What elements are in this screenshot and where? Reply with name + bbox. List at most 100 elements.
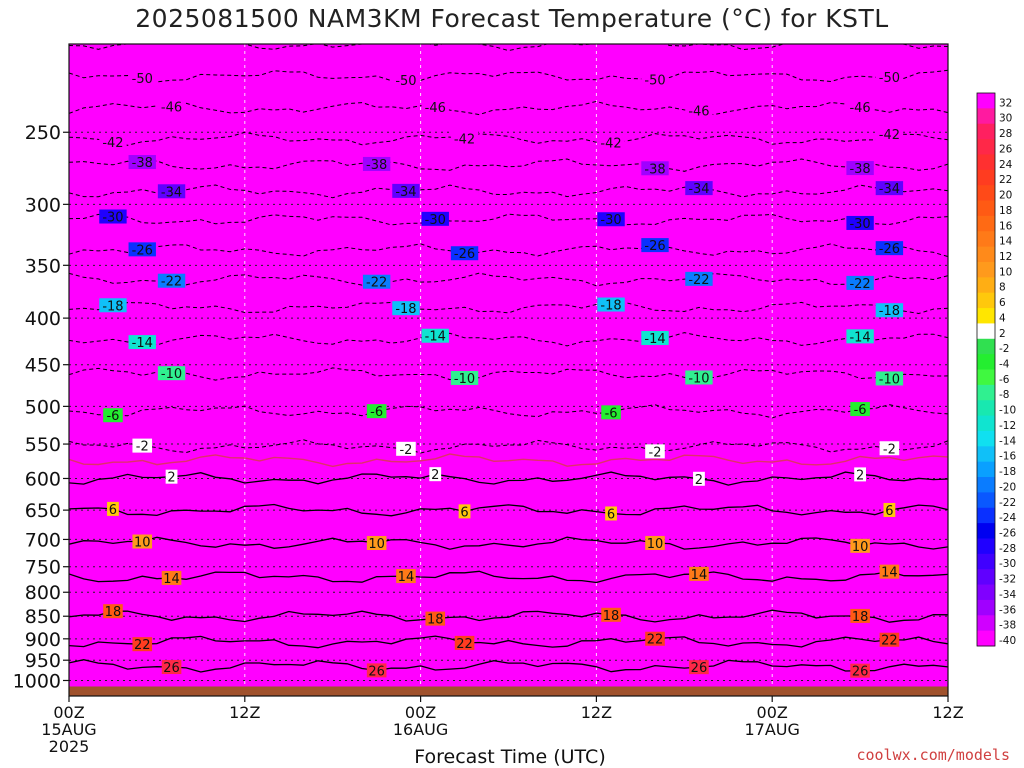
contour-label-bg xyxy=(366,663,387,678)
contour-label-bg xyxy=(362,156,391,171)
colorbar-label: -20 xyxy=(999,481,1016,493)
contour-label: -34 xyxy=(879,182,900,197)
y-tick-label: 900 xyxy=(25,629,61,651)
contour-label-bg xyxy=(161,660,182,675)
y-tick-label: 250 xyxy=(25,122,61,144)
contour-label: -2 xyxy=(399,443,412,458)
contour-2 xyxy=(69,471,948,486)
contour-label-bg xyxy=(128,242,156,257)
contour-label-bg xyxy=(645,535,665,550)
contour-label-bg xyxy=(157,273,186,288)
y-tick-label: 300 xyxy=(25,194,61,216)
colorbar-swatch xyxy=(977,446,995,463)
colorbar-frame xyxy=(976,92,996,647)
colorbar-swatch xyxy=(977,461,995,478)
contour-label: -14 xyxy=(425,330,446,345)
colorbar: 32 30 28 26 24 22 20 18 16 14 12 10 8 6 4 2 -2 -4 -6 -8 -10 -… xyxy=(976,92,1016,647)
colorbar-label: -2 xyxy=(999,343,1009,355)
contour-label-bg xyxy=(689,660,709,675)
contour-label-bg xyxy=(641,238,669,253)
contour-label: -38 xyxy=(644,162,665,177)
contour-label: -46 xyxy=(688,104,709,119)
x-tick-label: 16AUG xyxy=(393,720,448,739)
contour-label-bg xyxy=(850,402,870,417)
colorbar-label: 24 xyxy=(999,159,1013,171)
colorbar-label: 12 xyxy=(999,251,1012,263)
contour-label: 14 xyxy=(691,568,708,583)
contour-label-bg xyxy=(392,72,420,87)
colorbar-swatch xyxy=(977,93,995,109)
colorbar-swatch xyxy=(977,599,995,616)
colorbar-swatch xyxy=(977,553,995,570)
contour-label: 10 xyxy=(647,537,664,552)
y-tick-label: 700 xyxy=(25,529,61,551)
colorbar-swatch xyxy=(977,569,995,586)
contour-label-bg xyxy=(421,211,449,226)
credit-link[interactable]: coolwx.com/models xyxy=(856,746,1010,764)
contour-label: -50 xyxy=(395,74,416,89)
colorbar-swatch xyxy=(977,246,995,263)
contour-label-bg xyxy=(450,370,479,385)
contour-label: 6 xyxy=(607,507,615,522)
colorbar-swatch xyxy=(977,323,995,340)
colorbar-label: 10 xyxy=(999,266,1012,278)
colorbar-swatch xyxy=(977,139,995,155)
contour-label-bg xyxy=(641,161,669,176)
colorbar-label: 4 xyxy=(999,312,1006,324)
colorbar-swatch xyxy=(977,123,995,140)
colorbar-swatch xyxy=(977,231,995,248)
y-tick-label: 800 xyxy=(25,582,61,604)
contour-label-bg xyxy=(641,331,669,346)
contour-label: -34 xyxy=(395,185,416,200)
colorbar-label: -36 xyxy=(999,604,1016,616)
contour-label: -2 xyxy=(136,440,149,455)
contour-label-bg xyxy=(685,103,713,118)
contour-label: -50 xyxy=(879,71,900,86)
contour-label-bg xyxy=(429,467,442,482)
contour-label-bg xyxy=(685,271,713,286)
colorbar-swatch xyxy=(977,584,995,601)
colorbar-label: -16 xyxy=(999,451,1016,463)
colorbar-label: -38 xyxy=(999,620,1016,632)
contour-label: -30 xyxy=(600,213,621,228)
colorbar-swatch xyxy=(977,200,995,217)
contour-label: 22 xyxy=(134,638,151,653)
contour-label: -38 xyxy=(366,158,387,173)
contour-label-bg xyxy=(421,99,449,114)
contour-label: 14 xyxy=(163,572,180,587)
colorbar-swatch xyxy=(977,615,995,632)
contour-label-bg xyxy=(128,155,156,170)
x-tick-label: 00Z xyxy=(53,703,84,722)
contour-label: -14 xyxy=(849,330,870,345)
colorbar-swatch xyxy=(977,630,995,647)
contour--26 xyxy=(69,243,948,258)
contour-label: 2 xyxy=(431,468,439,483)
colorbar-swatch xyxy=(977,169,995,186)
colorbar-label: -6 xyxy=(999,374,1010,386)
colorbar-swatch xyxy=(977,292,995,309)
contour-label: -10 xyxy=(688,371,709,386)
contour-label-bg xyxy=(458,504,471,519)
contour-label-bg xyxy=(132,637,153,652)
contour--38 xyxy=(69,158,948,172)
y-tick-label: 1000 xyxy=(13,670,61,692)
contour-label-bg xyxy=(846,100,874,115)
contour-label-bg xyxy=(454,635,475,650)
contour-label: -30 xyxy=(102,211,123,226)
contour-label: -14 xyxy=(644,332,665,347)
colorbar-label: -30 xyxy=(999,558,1016,570)
contour-label-bg xyxy=(597,297,625,312)
contour-label-bg xyxy=(157,184,186,199)
contour-label: -22 xyxy=(161,275,182,290)
contour-label-bg xyxy=(103,408,123,423)
contour-label-bg xyxy=(421,328,449,343)
x-tick-label: 17AUG xyxy=(744,720,799,739)
colorbar-label: 18 xyxy=(999,205,1012,217)
x-tick-label: 15AUG xyxy=(41,720,96,739)
contour-lines: -50 -50 -50 -50-46 -46 -46 -46-42 -42 -42-42-38-… xyxy=(69,44,948,680)
contour-label-bg xyxy=(879,564,900,579)
contour-label: 18 xyxy=(427,613,444,628)
contour-label: 2 xyxy=(695,473,703,488)
contour-label-bg xyxy=(132,534,153,549)
